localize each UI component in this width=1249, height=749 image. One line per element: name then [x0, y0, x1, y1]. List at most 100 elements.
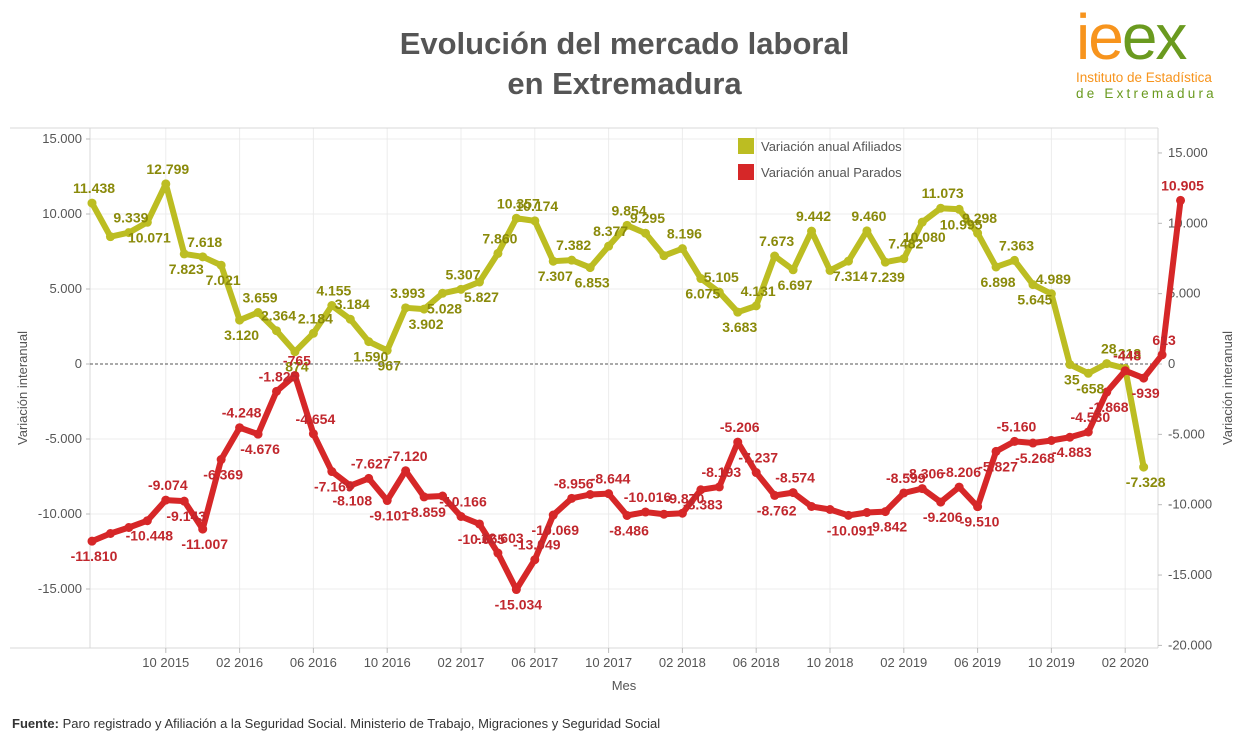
data-label-afiliados: 7.314	[833, 268, 868, 284]
data-point-afiliados	[124, 228, 134, 238]
data-label-afiliados: 9.854	[612, 202, 647, 218]
axes: 15.000 10.000 5.000 0 -5.000 -10.000 -15.000 15…	[10, 127, 1235, 693]
data-label-parados: -939	[1132, 385, 1160, 401]
data-point-afiliados	[825, 265, 835, 275]
data-label-afiliados: 35	[1064, 371, 1080, 387]
data-point-afiliados	[493, 248, 503, 258]
data-point-parados	[696, 485, 706, 495]
data-label-parados: -8.599	[886, 470, 926, 486]
data-label-afiliados: 4.155	[316, 283, 351, 299]
data-label-parados: -9.074	[148, 477, 188, 493]
left-tick-label: 10.000	[42, 206, 82, 221]
data-label-afiliados: 28	[1101, 341, 1117, 357]
data-point-afiliados	[530, 216, 540, 226]
data-point-parados	[604, 489, 614, 499]
data-label-parados: -13.049	[513, 537, 561, 553]
data-point-parados	[198, 524, 208, 534]
data-label-afiliados: 967	[378, 357, 402, 373]
data-label-afiliados: 10.071	[128, 229, 171, 245]
data-point-afiliados	[751, 301, 761, 311]
data-point-parados	[1139, 373, 1149, 383]
data-label-afiliados: 6.853	[575, 275, 610, 291]
data-point-parados	[880, 507, 890, 517]
data-point-afiliados	[1028, 280, 1038, 290]
data-point-afiliados	[917, 217, 927, 227]
data-point-parados	[733, 437, 743, 447]
data-point-parados	[1010, 436, 1019, 446]
data-point-parados	[1083, 427, 1093, 437]
left-tick-label: 5.000	[49, 281, 82, 296]
data-label-parados: -448	[1113, 348, 1141, 364]
data-label-afiliados: 2.184	[298, 310, 333, 326]
data-label-parados: -4.676	[240, 441, 280, 457]
logo-mark: ieex	[1076, 5, 1246, 69]
data-label-parados: -5.160	[997, 418, 1037, 434]
data-label-afiliados: 3.902	[409, 316, 444, 332]
data-labels: 11.4389.33910.07112.7997.8237.6187.0213.…	[71, 161, 1205, 613]
data-label-parados: -7.237	[738, 450, 778, 466]
data-point-parados	[327, 467, 337, 477]
data-point-afiliados	[733, 307, 743, 317]
data-point-afiliados	[456, 284, 466, 294]
data-label-afiliados: 10.357	[497, 195, 540, 211]
data-point-parados	[438, 491, 448, 501]
data-point-parados	[714, 482, 724, 492]
data-point-afiliados	[87, 198, 97, 208]
legend-swatch-parados	[738, 164, 754, 180]
data-point-afiliados	[290, 347, 300, 357]
data-label-parados: -7.120	[388, 448, 428, 464]
data-point-afiliados	[788, 265, 798, 275]
data-point-parados	[677, 508, 687, 518]
data-label-afiliados: 6.697	[778, 277, 813, 293]
data-point-afiliados	[714, 287, 724, 297]
data-label-parados: -5.268	[1015, 450, 1055, 466]
right-axis-title: Variación interanual	[1220, 331, 1235, 445]
data-point-parados	[1176, 195, 1186, 205]
data-point-afiliados	[936, 203, 946, 213]
data-label-afiliados: 9.295	[630, 210, 665, 226]
data-label-afiliados: 7.618	[187, 234, 222, 250]
data-label-afiliados: 3.659	[243, 290, 278, 306]
data-point-afiliados	[770, 251, 780, 261]
chart-title-line2: en Extremadura	[507, 66, 742, 101]
data-point-afiliados	[641, 228, 650, 238]
data-point-afiliados	[179, 249, 189, 259]
legend: Variación anual Afiliados Variación anua…	[738, 138, 902, 180]
data-label-parados: -10.016	[624, 489, 672, 505]
left-axis-title: Variación interanual	[15, 331, 30, 445]
data-label-parados: -9.510	[960, 514, 1000, 530]
data-label-parados: -4.530	[1070, 409, 1110, 425]
data-label-parados: -8.206	[941, 464, 981, 480]
data-label-afiliados: 3.120	[224, 327, 259, 343]
data-label-parados: -8.956	[554, 475, 594, 491]
data-label-afiliados: 8.377	[593, 223, 628, 239]
data-label-parados: -10.091	[827, 522, 875, 538]
data-label-parados: -9.842	[867, 519, 907, 535]
right-tick-label: -15.000	[1168, 567, 1212, 582]
data-point-parados	[622, 511, 632, 520]
data-point-afiliados	[567, 255, 577, 265]
data-label-afiliados: 7.673	[759, 233, 794, 249]
data-point-afiliados	[604, 241, 614, 251]
data-point-parados	[493, 548, 503, 558]
data-point-afiliados	[1046, 289, 1056, 299]
data-point-parados	[1102, 387, 1112, 397]
data-label-afiliados: 5.307	[445, 266, 480, 282]
data-label-afiliados: 9.339	[113, 210, 148, 226]
data-label-afiliados: 6.898	[981, 274, 1016, 290]
data-label-parados: -9.101	[369, 508, 409, 524]
data-point-parados	[401, 466, 411, 476]
data-point-afiliados	[1065, 359, 1075, 369]
data-point-afiliados	[696, 274, 706, 284]
data-point-afiliados	[105, 232, 115, 242]
data-point-afiliados	[216, 260, 226, 270]
data-label-parados: -1.868	[1089, 399, 1129, 415]
data-label-parados: -6.369	[203, 467, 243, 483]
logo-line1: Instituto de Estadística	[1076, 70, 1212, 85]
data-point-parados	[87, 536, 97, 546]
data-point-afiliados	[161, 179, 171, 189]
data-point-parados	[364, 473, 374, 483]
legend-label-parados: Variación anual Parados	[761, 165, 902, 180]
data-point-afiliados	[474, 277, 484, 287]
logo-mark-orange: ie	[1076, 1, 1124, 73]
